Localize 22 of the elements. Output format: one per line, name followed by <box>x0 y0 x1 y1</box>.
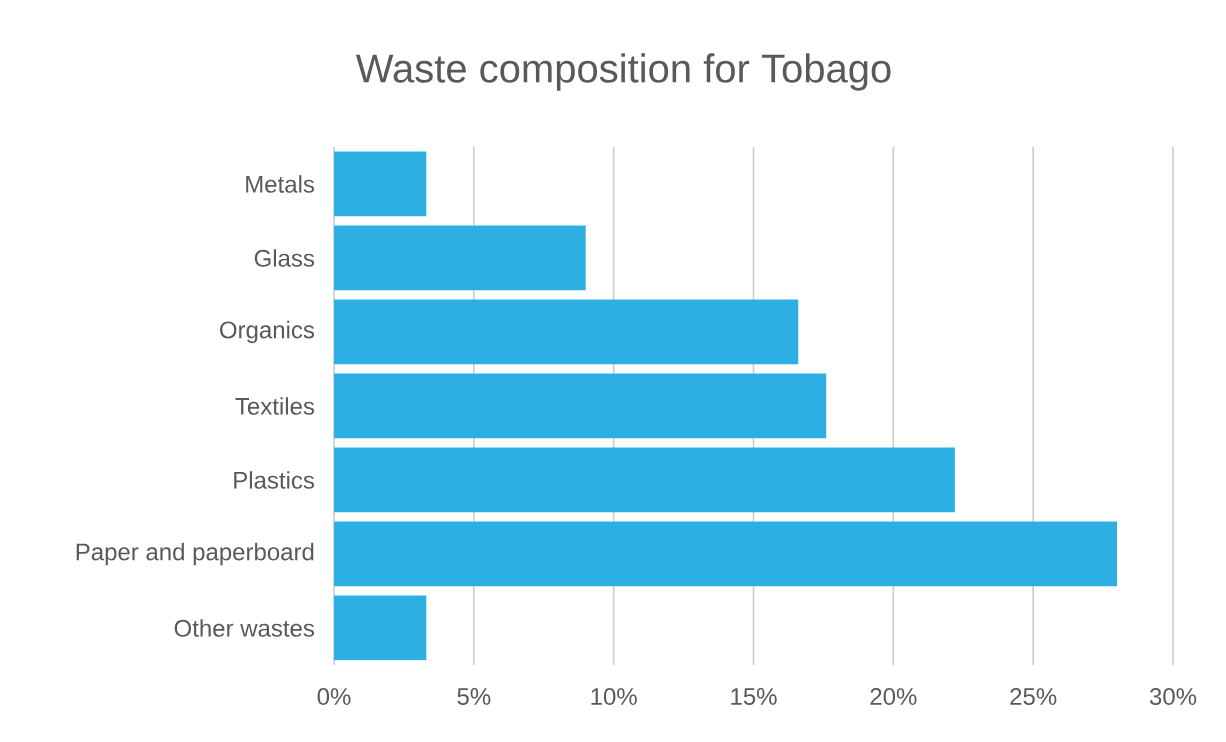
bar <box>334 225 586 291</box>
bar <box>334 373 827 439</box>
bar <box>334 151 427 217</box>
y-tick-label: Other wastes <box>174 619 315 637</box>
bar <box>334 595 427 661</box>
x-tick-label: 20% <box>870 688 917 706</box>
x-tick-label: 0% <box>317 688 351 706</box>
y-tick-label: Glass <box>254 249 315 267</box>
chart-title: Waste composition for Tobago <box>355 53 891 91</box>
x-tick-label: 25% <box>1010 688 1057 706</box>
x-tick-label: 15% <box>731 688 777 705</box>
y-tick-label: Metals <box>246 175 315 193</box>
y-tick-label: Textiles <box>235 397 315 415</box>
bar <box>334 299 799 365</box>
x-tick-label: 5% <box>457 688 491 705</box>
x-tick-label: 30% <box>1149 688 1197 706</box>
y-tick-label: Organics <box>220 320 315 344</box>
y-tick-label: Plastics <box>234 471 315 489</box>
bar <box>334 447 955 513</box>
x-tick-label: 10% <box>591 688 637 706</box>
y-tick-label: Paper and paperboard <box>76 542 314 566</box>
bar <box>334 521 1118 587</box>
